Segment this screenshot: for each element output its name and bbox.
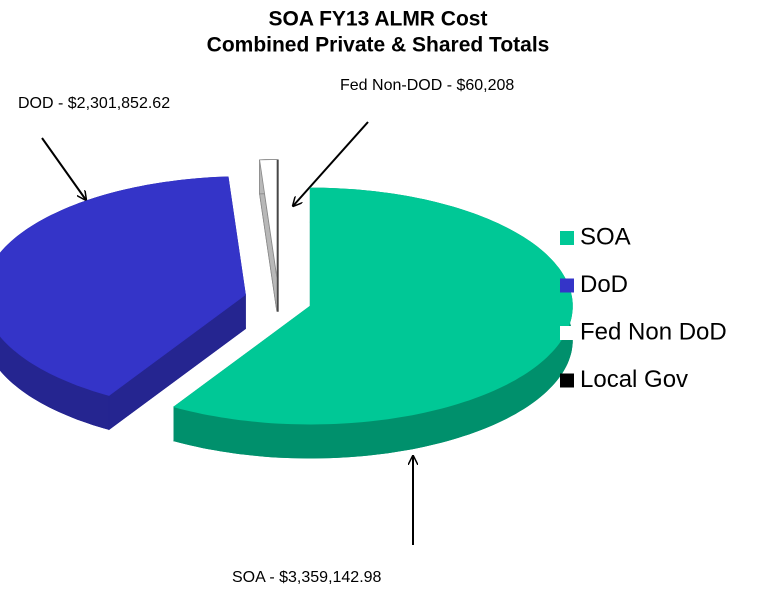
arrow [293,121,369,206]
legend-swatch [560,278,574,293]
data-label: DOD - $2,301,852.62 [18,95,170,112]
chart-subtitle: Combined Private & Shared Totals [207,34,550,57]
legend-label: Local Gov [580,366,688,393]
legend-swatch [560,231,574,245]
legend-label: DoD [580,271,628,298]
legend-label: SOA [580,223,631,250]
annotation-arrows [41,121,413,545]
data-label: SOA - $3,359,142.98 [232,569,382,586]
legend-label: Fed Non DoD [580,318,727,345]
arrow [41,137,86,200]
slice [0,176,246,396]
chart-title: SOA FY13 ALMR Cost [269,8,488,31]
data-label: Fed Non-DOD - $60,208 [340,77,514,94]
legend-swatch [560,373,574,388]
slice [259,159,278,278]
legend-swatch [560,326,574,340]
